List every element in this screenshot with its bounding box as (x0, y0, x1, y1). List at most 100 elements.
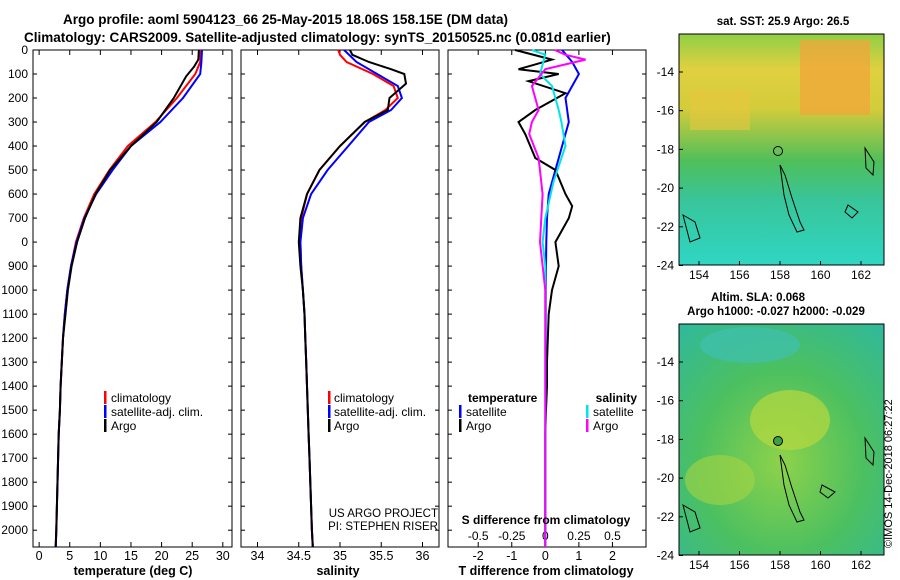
temperature-x-label: temperature (deg C) (74, 564, 193, 578)
map-y-tick-label: -22 (657, 510, 675, 524)
argo-location-marker (773, 146, 783, 156)
map-x-tick-label: 156 (729, 558, 749, 572)
map-y-tick-label: -20 (657, 181, 675, 195)
map-x-tick-label: 156 (729, 268, 749, 282)
depth-tick-label: 0 (21, 43, 28, 57)
legend-salinity-title: salinity (596, 391, 638, 405)
series-line-salinity-argo (528, 49, 586, 547)
s-tick-label: 0.5 (604, 529, 621, 543)
map-y-tick-label: -22 (657, 220, 675, 234)
sla-map-title-1: Altim. SLA: 0.068 (711, 292, 806, 304)
legend-satellite-label: satellite-adj. clim. (334, 405, 426, 419)
depth-tick-label: 1600 (1, 427, 28, 441)
map-x-tick-label: 158 (770, 558, 790, 572)
map-y-tick-label: -20 (657, 471, 675, 485)
x-tick-label: 25 (185, 549, 199, 563)
x-tick-label: 20 (155, 549, 169, 563)
depth-tick-label: 1400 (1, 379, 28, 393)
depth-tick-label: 1800 (1, 475, 28, 489)
depth-tick-label: 300 (8, 115, 28, 129)
depth-tick-label: 1100 (2, 307, 28, 321)
difference-series (514, 49, 586, 547)
header-line-2: Climatology: CARS2009. Satellite-adjuste… (24, 30, 611, 45)
island-coastline-3 (844, 204, 859, 219)
x-tick-label: 35.5 (369, 549, 393, 563)
depth-tick-label: 200 (8, 91, 28, 105)
s-difference-caption: S difference from climatology (462, 513, 631, 527)
x-tick-label: 10 (93, 549, 107, 563)
map-y-tick-label: -16 (657, 394, 675, 408)
island-coastline-2 (864, 436, 875, 467)
island-coastline-4 (682, 213, 701, 243)
salinity-series (297, 49, 408, 548)
depth-tick-label: 1900 (1, 499, 28, 513)
sst-warm-patch (800, 40, 870, 115)
legend-satellite-swatch (104, 405, 107, 418)
sla-map-title-2: Argo h1000: -0.027 h2000: -0.029 (687, 306, 865, 318)
s-difference-x-axis: -0.5 -0.25 0 0.25 0.5 (468, 529, 621, 543)
x-tick-label: -2 (473, 549, 484, 563)
temperature-series (54, 49, 203, 548)
x-tick-label: 34 (251, 549, 265, 563)
legend-s-argo-label: Argo (593, 419, 619, 433)
legend-climatology-swatch (104, 391, 107, 404)
depth-tick-label: 700 (8, 211, 28, 225)
credit-line-1: US ARGO PROJECT (329, 508, 438, 520)
temperature-legend: climatology satellite-adj. clim. Argo (104, 391, 203, 433)
x-tick-label: 35 (333, 549, 347, 563)
legend-climatology-label: climatology (334, 391, 394, 405)
x-tick-label: 34.5 (287, 549, 311, 563)
sla-low-patch (700, 327, 800, 363)
map-y-tick-label: -18 (657, 432, 675, 446)
map-y-tick-label: -18 (657, 142, 675, 156)
series-line-climatology (299, 49, 399, 548)
map-x-tick-label: 154 (689, 268, 709, 282)
argo-location-marker (773, 436, 783, 446)
legend-temperature-title: temperature (468, 391, 538, 405)
salinity-x-axis: 34 34.5 35 35.5 36 (241, 49, 439, 563)
sla-high-patch (750, 390, 830, 450)
series-line-argo (297, 49, 408, 548)
s-tick-label: -0.25 (498, 529, 526, 543)
x-tick-label: 0 (542, 549, 549, 563)
series-line-satellite-adj-clim- (54, 49, 203, 548)
salinity-x-label: salinity (316, 564, 359, 578)
series-line-climatology (54, 49, 202, 548)
x-tick-label: 1 (575, 549, 582, 563)
x-tick-label: 0 (36, 549, 43, 563)
island-coastline (779, 454, 805, 523)
island-coastline-2 (864, 146, 875, 177)
x-tick-label: 15 (124, 549, 138, 563)
s-tick-label: -0.5 (468, 529, 489, 543)
x-tick-label: 2 (609, 549, 616, 563)
map-x-tick-label: 160 (810, 558, 830, 572)
depth-tick-label: 0 (21, 235, 28, 249)
island-coastline-3 (819, 484, 836, 499)
sst-warm-patch-2 (690, 90, 750, 130)
imos-credit: ©IMOS 14-Dec-2018 06:27:22 (883, 399, 895, 548)
map-y-tick-label: -14 (657, 355, 675, 369)
legend-t-satellite-swatch (459, 405, 462, 418)
depth-tick-label: 1300 (1, 355, 28, 369)
depth-tick-label: 400 (8, 139, 28, 153)
legend-satellite-label: satellite-adj. clim. (111, 405, 203, 419)
legend-climatology-swatch (328, 391, 331, 404)
legend-climatology-label: climatology (111, 391, 171, 405)
depth-tick-label: 100 (8, 67, 28, 81)
legend-argo-swatch (328, 419, 331, 432)
sla-map (678, 323, 885, 556)
depth-tick-label: 1700 (1, 451, 28, 465)
series-line-temperature-argo (514, 49, 574, 547)
credit-line-2: PI: STEPHEN RISER (328, 521, 438, 533)
depth-tick-label: 900 (8, 259, 28, 273)
depth-axis: 0 100 200 300 400 500 600 700 0 900 1000 1100 1200 13… (1, 43, 28, 537)
salinity-panel-frame (240, 49, 440, 548)
legend-s-satellite-label: satellite (593, 405, 634, 419)
map-x-tick-label: 154 (689, 558, 709, 572)
legend-argo-swatch (104, 419, 107, 432)
sla-high-patch-2 (685, 455, 755, 505)
x-tick-label: -1 (506, 549, 517, 563)
legend-satellite-swatch (328, 405, 331, 418)
island-coastline (779, 164, 805, 233)
